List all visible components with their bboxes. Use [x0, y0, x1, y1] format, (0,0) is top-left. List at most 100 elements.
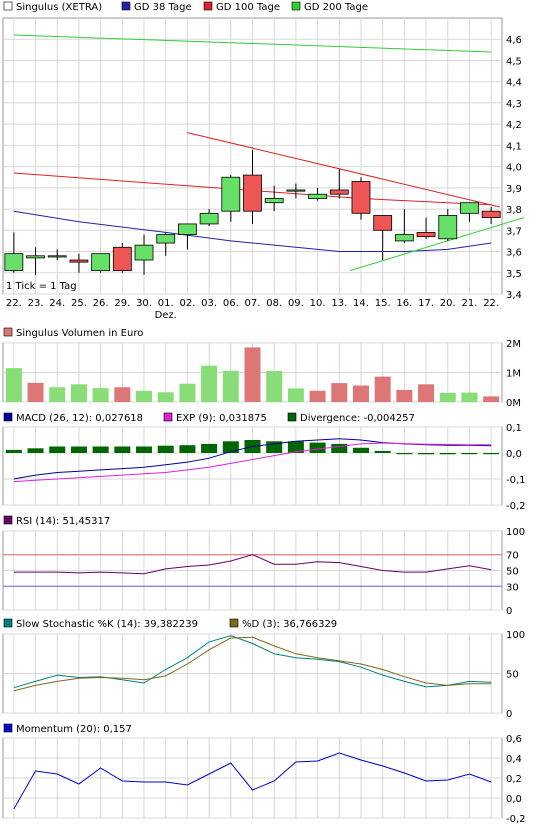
price-legend-label: GD 200 Tage — [304, 2, 368, 13]
candle-body — [351, 181, 371, 214]
candle-body — [112, 246, 132, 272]
divergence-bar — [70, 446, 87, 453]
price-legend-swatch — [121, 1, 131, 11]
momentum-legend-swatch — [3, 723, 13, 733]
volume-ytick-label: 0M — [506, 398, 521, 409]
stoch-legend-swatch — [3, 618, 13, 628]
divergence-bar — [222, 441, 239, 453]
volume-bar — [461, 392, 478, 402]
series-line-gd-38-tage — [13, 210, 492, 252]
volume-bar — [222, 370, 239, 402]
macd-ytick-label: -0,1 — [506, 475, 526, 486]
rsi-ytick-label: 50 — [506, 567, 519, 578]
price-ytick-label: 4,1 — [506, 141, 522, 152]
x-tick-label: 16. — [396, 298, 412, 309]
volume-bar — [92, 388, 109, 402]
price-legend-swatch — [291, 1, 301, 11]
divergence-bar — [5, 449, 22, 453]
macd-ytick-label: 0,1 — [506, 423, 522, 434]
price-ytick-label: 4,6 — [506, 35, 522, 46]
divergence-bar — [309, 442, 326, 453]
volume-bar — [352, 385, 369, 402]
divergence-bar — [483, 453, 500, 455]
macd-legend-swatch — [287, 412, 297, 422]
rsi-ytick-label: 70 — [506, 551, 519, 562]
price-legend-swatch — [3, 1, 13, 11]
price-ytick-label: 3,4 — [506, 290, 522, 301]
x-tick-label: 25. — [71, 298, 87, 309]
divergence-bar — [396, 453, 413, 455]
candle-body — [178, 223, 197, 235]
rsi-legend-swatch — [3, 515, 13, 525]
price-ytick-label: 4,3 — [506, 99, 522, 110]
momentum-ytick-label: -0,2 — [506, 814, 526, 825]
x-tick-label: 01. — [158, 298, 174, 309]
divergence-bar — [136, 446, 153, 453]
volume-bar — [49, 387, 66, 402]
candle-body — [4, 253, 24, 272]
x-tick-label: 15. — [375, 298, 391, 309]
price-ytick-label: 4,5 — [506, 56, 522, 67]
volume-bar — [179, 383, 196, 402]
price-ytick-label: 4,4 — [506, 78, 522, 89]
rsi-ytick-label: 0 — [506, 606, 512, 617]
divergence-bar — [287, 441, 304, 453]
price-legend-label: GD 100 Tage — [216, 2, 280, 13]
exp-line — [13, 442, 492, 483]
momentum-ytick-label: 0,2 — [506, 774, 522, 785]
x-tick-label: 13. — [331, 298, 347, 309]
x-tick-label: 23. — [28, 298, 44, 309]
macd-legend-swatch — [3, 412, 13, 422]
price-ytick-label: 3,9 — [506, 184, 522, 195]
stoch-d-line — [13, 636, 492, 692]
x-tick-label: 08. — [266, 298, 282, 309]
divergence-bar — [266, 441, 283, 453]
x-tick-label: 20. — [440, 298, 456, 309]
macd-legend-swatch — [163, 412, 173, 422]
divergence-bar — [461, 453, 478, 455]
candle-body — [264, 198, 284, 204]
volume-bar — [70, 384, 87, 402]
x-tick-label: 07. — [245, 298, 261, 309]
x-tick-label: 21. — [462, 298, 478, 309]
candle-body — [373, 215, 393, 231]
momentum-line — [13, 752, 492, 810]
volume-bar — [114, 387, 131, 402]
x-tick-label: 14. — [353, 298, 369, 309]
x-tick-label: 22. — [483, 298, 499, 309]
volume-legend-swatch — [3, 327, 13, 337]
candle-body — [47, 255, 67, 258]
x-tick-label: 29. — [114, 298, 130, 309]
candle-body — [460, 202, 479, 214]
x-tick-label: 06. — [223, 298, 239, 309]
divergence-bar — [92, 446, 109, 453]
x-tick-label: 02. — [179, 298, 195, 309]
momentum-ytick-label: 0,0 — [506, 794, 522, 805]
macd-legend-label: Divergence: -0,004257 — [300, 413, 415, 424]
candle-body — [26, 255, 45, 259]
volume-bar — [418, 384, 435, 402]
candle-body — [481, 210, 501, 218]
rsi-ytick-label: 100 — [506, 527, 525, 538]
volume-bar — [439, 392, 456, 402]
rsi-legend-label: RSI (14): 51,45317 — [16, 516, 110, 527]
momentum-ytick-label: 0,4 — [506, 754, 522, 765]
stoch-k-line — [13, 635, 492, 689]
volume-ytick-label: 1M — [506, 369, 521, 380]
volume-bar — [331, 383, 348, 402]
stoch-ytick-label: 0 — [506, 709, 512, 720]
x-tick-label: 17. — [418, 298, 434, 309]
series-line-trend_down — [187, 132, 500, 208]
stoch-ytick-label: 100 — [506, 630, 525, 641]
tick-note: 1 Tick = 1 Tag — [6, 281, 77, 292]
price-ytick-label: 3,8 — [506, 205, 522, 216]
rsi-line — [13, 554, 492, 575]
volume-bar — [266, 371, 283, 402]
divergence-bar — [27, 448, 44, 453]
x-tick-label: 03. — [201, 298, 217, 309]
candle-body — [243, 174, 262, 212]
volume-bar — [136, 390, 153, 402]
macd-legend-label: EXP (9): 0,031875 — [176, 413, 267, 424]
candle-body — [438, 215, 458, 240]
